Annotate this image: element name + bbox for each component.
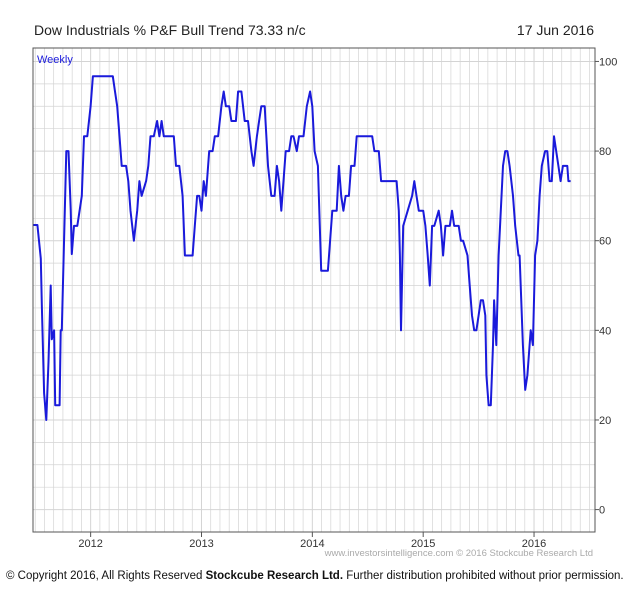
series-line bbox=[33, 75, 571, 421]
x-tick-label: 2012 bbox=[78, 538, 102, 550]
plot-frame bbox=[32, 47, 596, 533]
x-ticks: 2012 2013 2014 2015 2016 bbox=[78, 532, 546, 550]
y-tick-label: 20 bbox=[599, 415, 611, 427]
watermark: www.investorsintelligence.com © 2016 Sto… bbox=[324, 548, 593, 559]
chart-date: 17 Jun 2016 bbox=[516, 22, 594, 38]
y-ticks: 0 20 40 60 80 100 bbox=[595, 56, 617, 517]
x-tick-label: 2016 bbox=[522, 538, 546, 550]
x-tick-label: 2014 bbox=[300, 538, 324, 550]
y-tick-label: 0 bbox=[599, 505, 605, 517]
copyright-rest: Further distribution prohibited without … bbox=[343, 570, 624, 582]
y-tick-label: 100 bbox=[599, 56, 617, 68]
x-tick-label: 2013 bbox=[189, 538, 213, 550]
y-tick-label: 80 bbox=[599, 146, 611, 158]
y-tick-label: 40 bbox=[599, 325, 611, 337]
copyright-company: Stockcube Research Ltd. bbox=[205, 570, 344, 582]
copyright-notice: © Copyright 2016, All Rights Reserved St… bbox=[6, 570, 636, 582]
y-tick-label: 60 bbox=[599, 236, 611, 248]
copyright-text: © Copyright 2016, All Rights Reserved bbox=[6, 570, 206, 582]
grid bbox=[33, 48, 595, 532]
period-label: Weekly bbox=[37, 54, 73, 66]
chart-title: Dow Industrials % P&F Bull Trend 73.33 n… bbox=[34, 22, 306, 38]
x-tick-label: 2015 bbox=[411, 538, 435, 550]
